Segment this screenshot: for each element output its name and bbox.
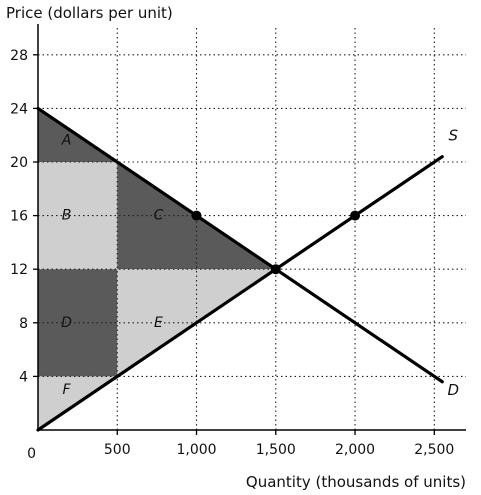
- point-marker: [350, 210, 361, 221]
- region-label-b: B: [62, 208, 72, 224]
- region-label-e: E: [154, 315, 163, 331]
- y-axis-title: Price (dollars per unit): [6, 4, 173, 22]
- region-label-f: F: [63, 382, 72, 398]
- curve-label-d: D: [448, 381, 460, 399]
- series-d-line: [36, 106, 444, 384]
- region-b: [38, 162, 118, 270]
- markers: [191, 210, 361, 275]
- x-tick-label: 1,000: [176, 442, 216, 458]
- x-axis-title: Quantity (thousands of units): [246, 473, 466, 491]
- origin-label: 0: [27, 446, 36, 462]
- axes: [33, 24, 466, 435]
- region-label-c: C: [154, 208, 164, 224]
- y-tick-label: 12: [10, 262, 28, 278]
- region-d: [38, 269, 118, 377]
- y-tick-label: 8: [19, 316, 28, 332]
- y-tick-label: 20: [10, 155, 28, 171]
- curve-label-s: S: [449, 127, 459, 145]
- x-tick-label: 1,500: [256, 442, 296, 458]
- point-marker: [191, 210, 202, 221]
- x-tick-label: 2,500: [414, 442, 454, 458]
- region-label-a: A: [61, 133, 72, 149]
- labels: 4 8 12 16 20 24 28 500 1,000 1,500 2,000 2,500 A B C D E…: [10, 48, 459, 458]
- y-tick-label: 28: [10, 48, 28, 64]
- grid: [38, 28, 466, 430]
- region-label-d: D: [61, 315, 72, 331]
- point-marker: [270, 264, 281, 275]
- x-tick-label: 500: [104, 442, 131, 458]
- y-tick-label: 16: [10, 209, 28, 225]
- y-tick-label: 24: [10, 101, 28, 117]
- surplus-regions: [38, 108, 276, 430]
- series-s-line: [36, 155, 444, 432]
- y-tick-label: 4: [19, 369, 28, 385]
- curves: [36, 106, 444, 432]
- x-tick-label: 2,000: [335, 442, 375, 458]
